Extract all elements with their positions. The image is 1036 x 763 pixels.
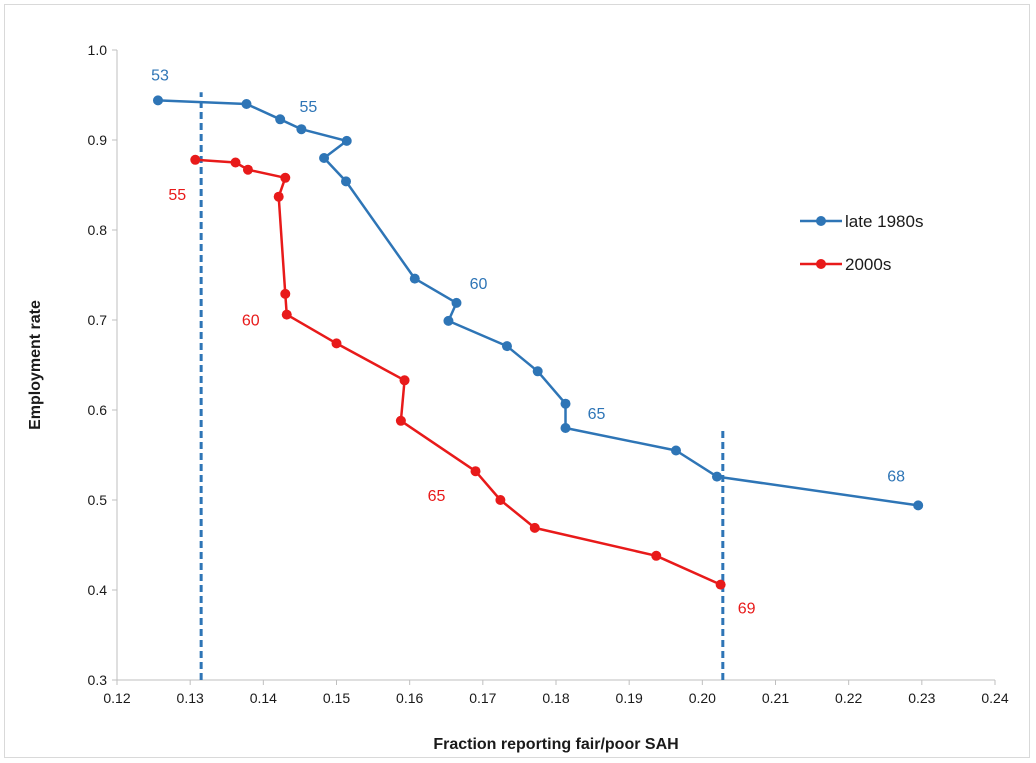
series-line — [157, 99, 919, 507]
data-point — [451, 297, 462, 308]
legend-marker — [816, 259, 826, 269]
point-labels: 53 55 60 65 68 55 60 65 69 — [151, 67, 905, 617]
y-tick-label: 0.3 — [88, 672, 108, 688]
data-point — [715, 579, 726, 590]
point-label: 65 — [588, 406, 606, 423]
point-label: 55 — [299, 99, 317, 116]
series-line — [195, 158, 722, 586]
point-label: 60 — [470, 276, 488, 293]
data-point — [651, 550, 662, 561]
data-point — [280, 288, 291, 299]
data-point — [190, 154, 201, 165]
data-point — [275, 114, 286, 125]
data-point — [409, 273, 420, 284]
data-point — [711, 471, 722, 482]
axes: 0.12 0.13 0.14 0.15 0.16 0.17 0.18 0.19 0.20 0.21… — [88, 42, 1009, 706]
data-point — [242, 164, 253, 175]
y-axis-title: Employment rate — [27, 300, 44, 430]
data-point — [529, 522, 540, 533]
x-ticks: 0.12 0.13 0.14 0.15 0.16 0.17 0.18 0.19 0.20 0.21… — [103, 680, 1009, 706]
y-tick-label: 0.8 — [88, 222, 108, 238]
point-label: 60 — [242, 313, 260, 330]
data-point — [532, 366, 543, 377]
series — [152, 95, 924, 511]
data-point — [913, 500, 924, 511]
chart-frame — [4, 4, 1030, 758]
x-tick-label: 0.22 — [835, 690, 862, 706]
x-tick-label: 0.13 — [177, 690, 204, 706]
data-point — [670, 445, 681, 456]
data-point — [501, 341, 512, 352]
x-tick-label: 0.14 — [250, 690, 277, 706]
legend: late 1980s 2000s — [800, 212, 923, 274]
point-label: 65 — [428, 488, 446, 505]
legend-item: late 1980s — [800, 212, 923, 231]
series — [190, 154, 726, 590]
x-tick-label: 0.19 — [616, 690, 643, 706]
data-point — [495, 495, 506, 505]
data-point — [281, 309, 292, 320]
legend-marker — [816, 216, 826, 226]
data-point — [470, 466, 481, 477]
y-tick-label: 0.6 — [88, 402, 108, 418]
data-point — [241, 99, 252, 109]
y-ticks: 0.3 0.4 0.5 0.6 0.7 0.8 0.9 1.0 — [88, 42, 117, 688]
x-tick-label: 0.23 — [908, 690, 935, 706]
y-tick-label: 0.9 — [88, 132, 108, 148]
legend-label: 2000s — [845, 255, 891, 274]
data-point — [230, 157, 241, 168]
x-tick-label: 0.21 — [762, 690, 789, 706]
point-label: 53 — [151, 67, 169, 84]
data-point — [319, 153, 330, 163]
x-tick-label: 0.18 — [542, 690, 569, 706]
data-point — [152, 95, 163, 106]
data-point — [296, 124, 307, 135]
x-tick-label: 0.12 — [103, 690, 130, 706]
x-tick-label: 0.24 — [981, 690, 1008, 706]
data-point — [341, 135, 352, 146]
y-tick-label: 0.4 — [88, 582, 108, 598]
legend-label: late 1980s — [845, 212, 923, 231]
point-label: 69 — [738, 601, 756, 618]
y-tick-label: 0.7 — [88, 312, 108, 328]
data-point — [560, 423, 571, 433]
y-tick-label: 1.0 — [88, 42, 108, 58]
y-tick-label: 0.5 — [88, 492, 108, 508]
legend-item: 2000s — [800, 255, 891, 274]
x-tick-label: 0.16 — [396, 690, 423, 706]
data-point — [331, 338, 342, 349]
reference-lines — [199, 92, 725, 680]
x-axis-title: Fraction reporting fair/poor SAH — [433, 736, 678, 753]
data-point — [443, 315, 454, 326]
point-label: 68 — [887, 468, 905, 485]
x-tick-label: 0.15 — [323, 690, 350, 706]
data-point — [273, 191, 284, 202]
data-point — [399, 375, 410, 386]
data-point — [280, 172, 291, 183]
x-tick-label: 0.20 — [689, 690, 716, 706]
data-point — [395, 415, 406, 426]
data-point — [341, 176, 352, 187]
point-label: 55 — [168, 187, 186, 204]
series-layer — [152, 95, 924, 590]
x-tick-label: 0.17 — [469, 690, 496, 706]
data-point — [560, 398, 571, 409]
